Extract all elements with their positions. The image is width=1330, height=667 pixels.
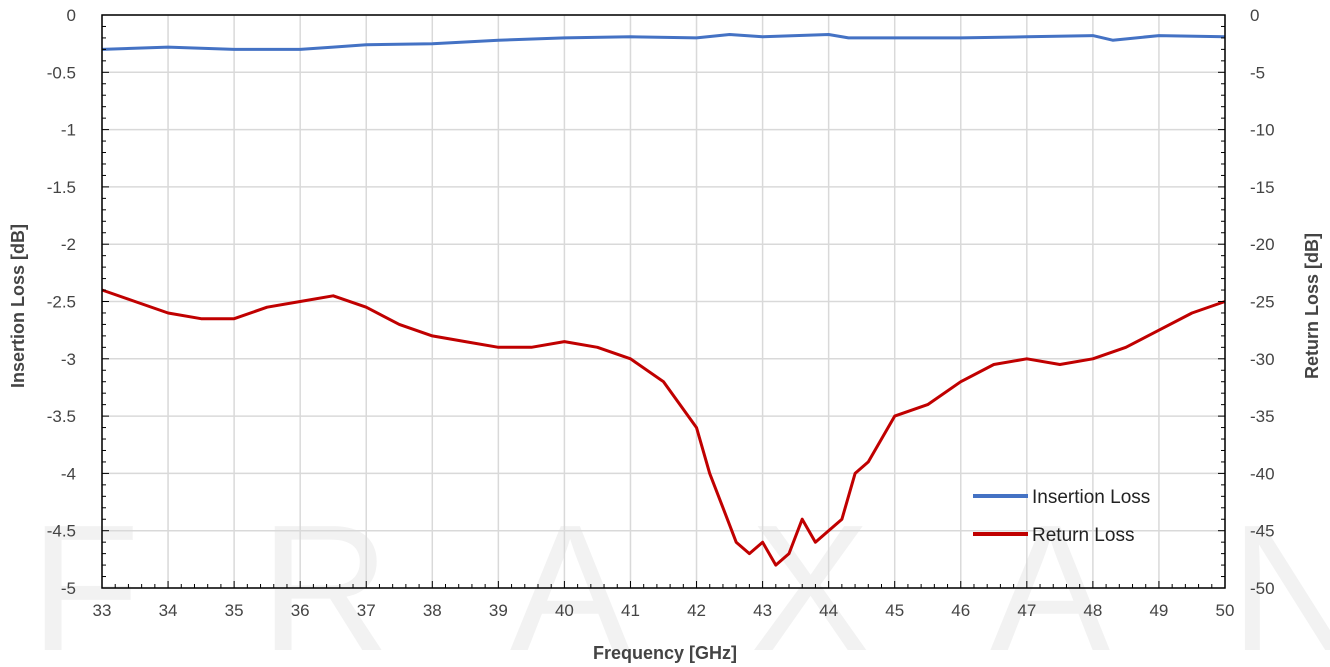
- x-tick-label: 33: [93, 601, 112, 620]
- y-left-tick-label: -2: [61, 235, 76, 254]
- y-axis-title-right: Return Loss [dB]: [1302, 233, 1322, 379]
- y-left-tick-label: 0: [67, 6, 76, 25]
- x-tick-label: 44: [819, 601, 838, 620]
- y-left-tick-label: -1.5: [47, 178, 76, 197]
- y-left-tick-label: -3.5: [47, 407, 76, 426]
- y-right-tick-label: -25: [1250, 293, 1275, 312]
- series-line-insertion-loss: [101, 33, 1226, 51]
- x-tick-label: 47: [1017, 601, 1036, 620]
- y-left-tick-label: -5: [61, 579, 76, 598]
- x-tick-label: 45: [885, 601, 904, 620]
- y-right-tick-label: -20: [1250, 235, 1275, 254]
- y-right-tick-label: -45: [1250, 522, 1275, 541]
- legend: Insertion Loss Return Loss: [973, 487, 1150, 546]
- y-left-tick-label: -0.5: [47, 63, 76, 82]
- y-right-tick-label: -40: [1250, 464, 1275, 483]
- axes: [101, 14, 1226, 589]
- y-axis-title-left: Insertion Loss [dB]: [8, 224, 28, 388]
- x-tick-label: 39: [489, 601, 508, 620]
- x-tick-label: 42: [687, 601, 706, 620]
- x-tick-label: 36: [291, 601, 310, 620]
- y-left-tick-label: -4.5: [47, 522, 76, 541]
- y-right-tick-label: -50: [1250, 579, 1275, 598]
- x-tick-label: 43: [753, 601, 772, 620]
- y-right-tick-label: -5: [1250, 63, 1265, 82]
- y-left-tick-label: -3: [61, 350, 76, 369]
- y-right-tick-label: -30: [1250, 350, 1275, 369]
- x-tick-label: 41: [621, 601, 640, 620]
- series-layer: [101, 33, 1226, 567]
- y-left-tick-label: -4: [61, 464, 76, 483]
- x-tick-label: 35: [225, 601, 244, 620]
- x-tick-label: 34: [159, 601, 178, 620]
- series-line-return-loss: [101, 288, 1226, 567]
- x-tick-label: 49: [1149, 601, 1168, 620]
- x-tick-label: 50: [1216, 601, 1235, 620]
- x-tick-label: 37: [357, 601, 376, 620]
- y-right-tick-label: 0: [1250, 6, 1259, 25]
- y-left-tick-label: -2.5: [47, 293, 76, 312]
- legend-label-return-loss: Return Loss: [1032, 525, 1134, 546]
- x-axis-title: Frequency [GHz]: [593, 643, 737, 663]
- watermark-text: FRAXANT: [30, 488, 1330, 667]
- x-tick-label: 48: [1083, 601, 1102, 620]
- x-tick-label: 40: [555, 601, 574, 620]
- legend-label-insertion-loss: Insertion Loss: [1032, 487, 1150, 508]
- x-tick-label: 46: [951, 601, 970, 620]
- y-right-tick-label: -35: [1250, 407, 1275, 426]
- y-right-tick-label: -15: [1250, 178, 1275, 197]
- x-tick-label: 38: [423, 601, 442, 620]
- y-left-tick-label: -1: [61, 121, 76, 140]
- y-right-tick-label: -10: [1250, 121, 1275, 140]
- tick-labels: 33 34 35 36 37 38 39 40 41 42 43 44 45 46 47 48 49 50 0 0 -0…: [47, 6, 1275, 620]
